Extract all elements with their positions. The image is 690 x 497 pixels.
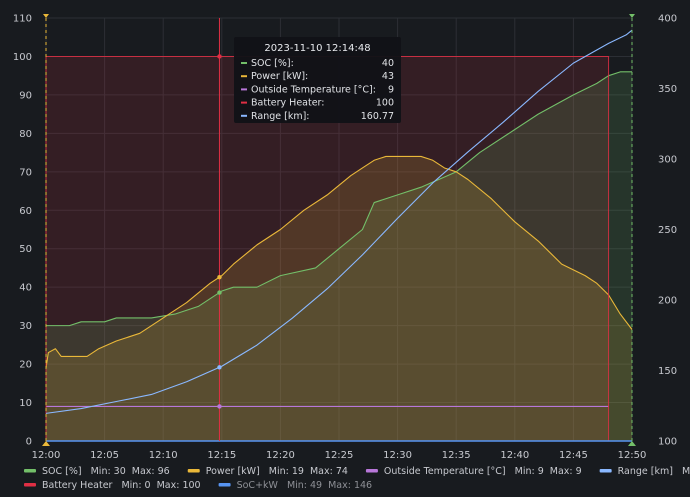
tooltip-box [234, 37, 401, 123]
y-right-tick-label: 300 [658, 155, 677, 166]
legend-max: Max: 100 [157, 480, 201, 491]
legend-item[interactable]: SOC [%] Min: 30 Max: 96 [24, 466, 170, 477]
y-left-tick-label: 10 [19, 398, 32, 409]
legend-swatch [24, 483, 36, 487]
tooltip-value: 9 [388, 84, 394, 95]
tooltip-value: 100 [376, 98, 394, 109]
legend-name: SOC [%] [42, 466, 82, 477]
hover-point [217, 54, 222, 59]
hover-point [217, 290, 222, 295]
legend-name: SoC+kW [237, 480, 279, 491]
legend-item[interactable]: Battery Heater Min: 0 Max: 100 [24, 480, 201, 491]
tooltip-value: 40 [382, 58, 394, 69]
y-left-tick-label: 50 [19, 244, 32, 255]
y-right-tick-label: 200 [658, 296, 677, 307]
x-tick-label: 12:00 [32, 450, 61, 461]
legend-name: Power [kW] [206, 466, 260, 477]
legend-swatch [24, 469, 36, 473]
x-tick-label: 12:05 [90, 450, 119, 461]
y-left-tick-label: 100 [13, 52, 32, 63]
legend-min: Min: 30 [91, 466, 126, 477]
x-tick-label: 12:40 [500, 450, 529, 461]
legend-max: Max: 96 [132, 466, 170, 477]
legend-name: Battery Heater [42, 480, 113, 491]
y-right-tick-label: 250 [658, 225, 677, 236]
legend-min: Min: 9 [515, 466, 544, 477]
x-tick-label: 12:30 [383, 450, 412, 461]
legend-item[interactable]: Outside Temperature [°C] Min: 9 Max: 9 [365, 466, 582, 477]
y-right-tick-label: 150 [658, 366, 677, 377]
legend-item[interactable]: Power [kW] Min: 19 Max: 74 [187, 466, 348, 477]
series-fills [46, 56, 632, 442]
legend-min: Min: 49 [287, 480, 322, 491]
y-left-tick-label: 80 [19, 129, 32, 140]
tooltip-value: 43 [382, 71, 394, 82]
legend-min: Min: 119.59 [682, 466, 690, 477]
legend-max: Max: 74 [310, 466, 348, 477]
legend-name: Range [km] [618, 466, 673, 477]
tooltip: 2023-11-10 12:14:48 SOC [%]: 40 Power [kW]:… [234, 37, 401, 123]
legend-swatch [365, 469, 378, 473]
tooltip-label: Battery Heater: [251, 98, 325, 109]
legend-max: Max: 9 [550, 466, 582, 477]
hover-markers [217, 18, 222, 441]
legend-item[interactable]: Range [km]Min: 119.59Max: 391.38 [599, 466, 690, 477]
hover-point [217, 365, 222, 370]
tooltip-label: Outside Temperature [°C]: [251, 84, 376, 95]
hover-point [217, 404, 222, 409]
series-line [45, 155, 633, 369]
series-fill [46, 71, 632, 441]
x-tick-label: 12:15 [207, 450, 236, 461]
legend: SOC [%] Min: 30 Max: 96 Power [kW] Min: 19 Ma… [24, 466, 690, 491]
annotation-triangle-icon [628, 441, 636, 446]
legend-swatch [187, 469, 200, 473]
legend-swatch [599, 469, 612, 473]
annotation-triangle-icon [43, 14, 49, 18]
x-tick-label: 12:50 [618, 450, 647, 461]
series-fill [46, 156, 632, 441]
tooltip-label: Power [kW]: [251, 71, 308, 82]
x-tick-label: 12:35 [442, 450, 471, 461]
y-left-tick-label: 0 [26, 437, 32, 448]
axes: 0 10 20 30 40 50 60 70 80 90 100 110 100 150 200 250 300… [13, 14, 677, 462]
legend-name: Outside Temperature [°C] [384, 466, 506, 477]
tooltip-label: SOC [%]: [251, 58, 294, 69]
y-left-tick-label: 60 [19, 206, 32, 217]
y-left-tick-label: 70 [19, 167, 32, 178]
y-left-tick-label: 40 [19, 283, 32, 294]
y-right-tick-label: 400 [658, 14, 677, 25]
x-tick-label: 12:25 [325, 450, 354, 461]
legend-min: Min: 19 [269, 466, 304, 477]
y-left-tick-label: 20 [19, 360, 32, 371]
y-left-tick-label: 110 [13, 14, 32, 25]
x-tick-label: 12:10 [149, 450, 178, 461]
annotation-triangle-icon [629, 14, 635, 18]
hover-point [217, 274, 222, 280]
legend-min: Min: 0 [121, 480, 150, 491]
legend-max: Max: 146 [328, 480, 372, 491]
x-tick-label: 12:45 [559, 450, 588, 461]
y-left-tick-label: 90 [19, 90, 32, 101]
y-left-tick-label: 30 [19, 321, 32, 332]
series-line [46, 71, 632, 327]
tooltip-label: Range [km]: [251, 111, 310, 122]
legend-item[interactable]: SoC+kW Min: 49 Max: 146 [218, 480, 373, 491]
legend-swatch [218, 483, 231, 487]
annotation-triangle-icon [42, 441, 50, 446]
y-right-tick-label: 100 [658, 437, 677, 448]
tooltip-title: 2023-11-10 12:14:48 [264, 43, 370, 54]
x-tick-label: 12:20 [266, 450, 295, 461]
series-line [45, 29, 633, 414]
tooltip-value: 160.77 [361, 111, 394, 122]
y-right-tick-label: 350 [658, 84, 677, 95]
